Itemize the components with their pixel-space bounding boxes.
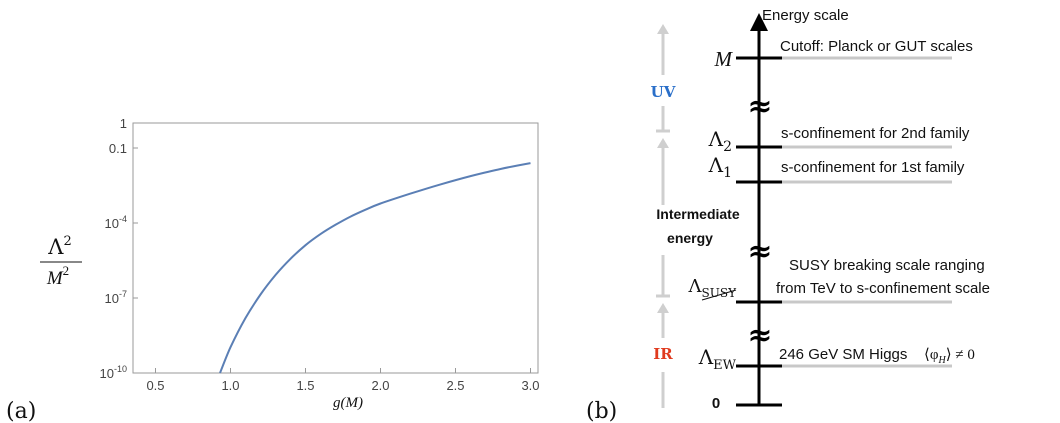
x-tick-label: 0.5 [146,378,164,393]
desc-first-family: s-confinement for 1st family [781,159,965,176]
svg-text:Λ2: Λ2 [47,234,71,259]
region-arrows [656,24,670,408]
y-tick-label: 0.1 [109,141,127,156]
desc-ew: 246 GeV SM Higgs [779,346,907,363]
svg-text:M2: M2 [46,263,69,289]
x-tick-label: 1.0 [221,378,239,393]
region-label-uv: UV [651,83,676,101]
x-tick-label: 1.5 [296,378,314,393]
panel-b-energy-diagram: (b) Energy scale ≈ ≈ ≈ M Λ2 [586,7,990,423]
panel-b-label: (b) [586,399,617,423]
level-symbol-lambda1: Λ1 [708,153,732,181]
break-symbol-1: ≈ [747,89,772,124]
y-tick-label: 10-4 [105,214,127,231]
energy-axis-title: Energy scale [762,7,849,24]
y-label-denominator-exp: 2 [63,263,70,278]
susy-strike [701,289,737,301]
x-axis-ticks: 0.5 1.0 1.5 2.0 2.5 3.0 [146,368,540,393]
y-label-denominator: M [46,268,64,289]
x-tick-label: 3.0 [521,378,539,393]
x-tick-label: 2.5 [446,378,464,393]
break-symbol-2: ≈ [747,234,772,269]
level-symbol-zero: 0 [712,395,720,412]
level-ticks [736,56,782,407]
desc-ew-vev: ⟨φH⟩ ≠ 0 [924,347,975,366]
break-symbol-3: ≈ [747,318,772,353]
level-symbol-lambda-ew: ΛEW [698,345,737,373]
y-tick-label: 1 [120,116,127,131]
y-axis-ticks: 10-10 10-7 10-4 0.1 1 [100,116,138,381]
desc-susy-line2: from TeV to s-confinement scale [776,280,990,297]
y-label-numerator-exp: 2 [63,234,71,249]
x-axis-label: g(M) [333,395,363,411]
description-underlines [782,56,952,368]
region-label-intermediate-line1: Intermediate [656,206,739,222]
x-tick-label: 2.0 [371,378,389,393]
series-line [219,162,531,374]
level-symbol-lambda2: Λ2 [708,127,732,155]
plot-frame [132,122,539,374]
panel-a-label: (a) [6,399,36,423]
y-axis-label: Λ2 M2 [40,234,82,289]
panel-a-line-chart: (a) 0.5 1.0 1.5 2.0 2.5 3.0 10-1010-710-40.11… [6,116,540,423]
desc-cutoff: Cutoff: Planck or GUT scales [780,38,973,55]
y-label-numerator: Λ [47,235,64,259]
y-tick-label: 10-7 [105,289,127,306]
level-symbol-m: M [714,47,734,71]
level-symbol-lambda-susy: ΛSUSY [688,276,738,300]
region-label-ir: IR [653,345,673,363]
desc-susy-line1: SUSY breaking scale ranging [789,257,985,274]
y-tick-label: 10-10 [100,364,127,381]
region-label-intermediate-line2: energy [667,230,713,246]
axis-breaks: ≈ ≈ ≈ [747,89,772,353]
desc-second-family: s-confinement for 2nd family [781,125,970,142]
